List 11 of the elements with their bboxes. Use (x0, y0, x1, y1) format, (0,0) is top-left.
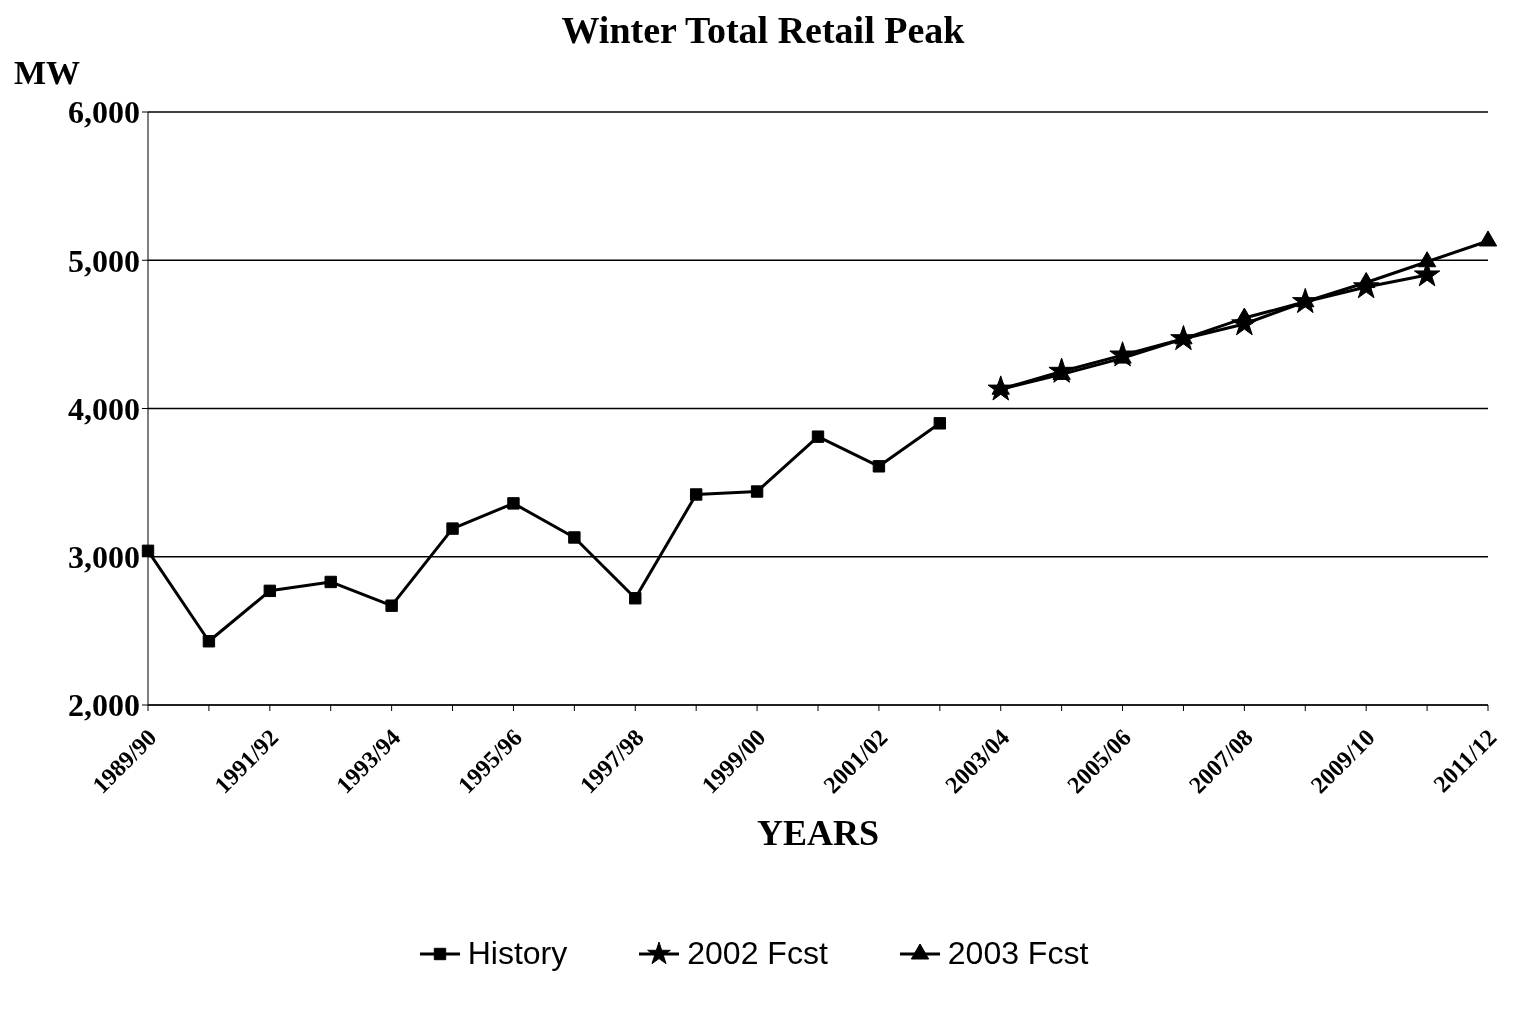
y-axis-title: MW (14, 54, 81, 92)
x-axis-title: YEARS (756, 813, 880, 853)
y-tick-label: 3,000 (68, 539, 140, 576)
y-tick-label: 5,000 (68, 242, 140, 279)
legend-label: 2003 Fcst (947, 935, 1089, 972)
chart-title: Winter Total Retail Peak (560, 8, 966, 52)
legend-label: History (467, 935, 568, 972)
y-tick-label: 2,000 (68, 687, 140, 724)
legend-label: 2002 Fcst (687, 935, 828, 972)
y-tick-label: 6,000 (68, 94, 140, 131)
y-tick-label: 4,000 (68, 390, 140, 427)
